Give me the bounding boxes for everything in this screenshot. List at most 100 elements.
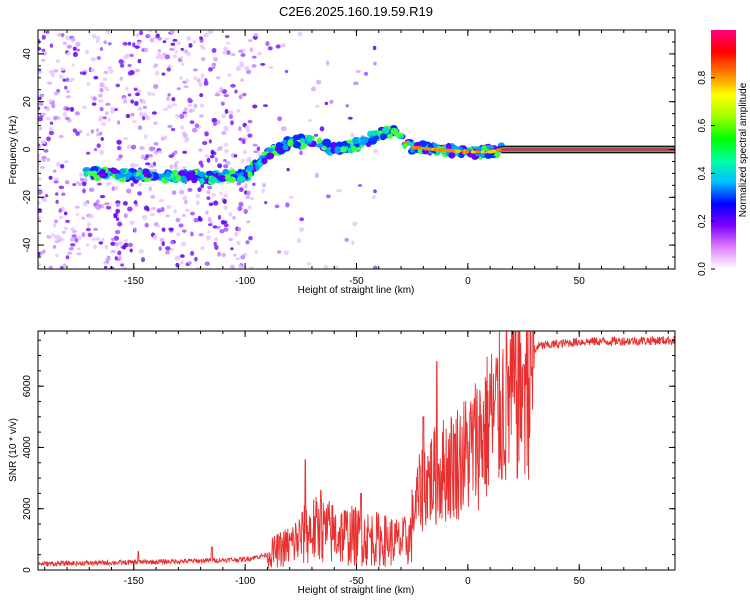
spectrogram-noise-point <box>178 223 184 228</box>
spectrogram-noise-point <box>60 33 65 38</box>
spectrogram-noise-point <box>119 63 125 68</box>
spectrogram-noise-point <box>207 216 212 223</box>
spectrogram-noise-point <box>63 226 69 231</box>
spectrogram-noise-point <box>143 47 149 53</box>
spectrogram-noise-point <box>286 167 290 172</box>
snr-y-ticks: 0 2000 4000 6000 <box>22 339 675 573</box>
spectrogram-noise-point <box>223 94 230 98</box>
spectrogram-noise-point <box>161 72 166 76</box>
spectrogram-noise-point <box>186 36 192 41</box>
spectrogram-trace-point <box>229 169 236 175</box>
spectrogram-noise-point <box>111 186 115 192</box>
spectrogram-noise-point <box>62 112 68 117</box>
spectrogram-noise-point <box>246 220 251 224</box>
spectrogram-noise-point <box>41 155 47 160</box>
spectrogram-noise-point <box>172 38 178 42</box>
spectrogram-noise-point <box>277 116 282 122</box>
snr-x-tick-label: -50 <box>349 576 364 587</box>
spectrogram-noise-point <box>194 123 200 128</box>
spectrogram-noise-point <box>217 163 223 169</box>
spectrogram-noise-point <box>91 237 96 241</box>
spectrogram-noise-point <box>246 156 252 163</box>
spectrogram-noise-point <box>265 41 270 47</box>
spectrogram-trace-point <box>109 167 117 174</box>
spectrogram-noise-point <box>113 212 118 218</box>
spectrogram-noise-point <box>74 111 80 116</box>
spectrogram-noise-point <box>90 129 95 134</box>
spectrogram-noise-point <box>130 112 135 117</box>
spectrogram-noise-point <box>200 56 206 62</box>
snr-y-label: SNR (10 * v/v) <box>8 418 19 482</box>
spectrogram-noise-point <box>74 205 80 209</box>
spectrogram-noise-point <box>182 133 188 138</box>
spectrogram-noise-point <box>145 116 151 121</box>
spectrogram-noise-point <box>98 115 104 121</box>
spectrogram-noise-point <box>306 262 312 266</box>
spectrogram-noise-point <box>57 116 61 121</box>
spectrogram-noise-point <box>81 216 86 220</box>
spectrogram-noise-point <box>54 234 60 240</box>
spectrogram-noise-point <box>246 190 251 196</box>
spectrogram-noise-point <box>200 73 205 79</box>
spectrogram-panel: -150 -100 -50 0 50 -40 -20 0 20 40 Height of str… <box>8 29 676 296</box>
spectrogram-noise-point <box>336 189 342 193</box>
spectrogram-noise-point <box>268 66 274 69</box>
spectrogram-noise-point <box>288 195 294 199</box>
spectrogram-noise-point <box>46 81 53 85</box>
spectrogram-noise-point <box>191 108 196 112</box>
spectrogram-noise-point <box>165 246 171 251</box>
spectrogram-noise-point <box>238 187 244 192</box>
spectrogram-noise-point <box>169 241 175 245</box>
spectrogram-noise-point <box>171 97 176 102</box>
spectrogram-noise-point <box>233 154 238 158</box>
spectrogram-noise-point <box>140 154 146 160</box>
spectrogram-noise-point <box>174 50 178 54</box>
spectrogram-trace-point <box>178 170 187 177</box>
spectrogram-noise-point <box>115 208 121 214</box>
spectrogram-noise-point <box>373 189 377 194</box>
spectrogram-noise-point <box>197 215 202 221</box>
spectrogram-noise-point <box>72 51 78 57</box>
spectrogram-trace-point <box>432 143 439 148</box>
spectrogram-noise-point <box>54 219 58 224</box>
spectrogram-trace-point <box>248 164 254 172</box>
spectrogram-noise-point <box>87 232 93 238</box>
spectrogram-noise-point <box>230 83 236 88</box>
spectrogram-noise-point <box>192 68 198 72</box>
spectrogram-noise-point <box>75 131 80 136</box>
spectrogram-noise-point <box>53 180 59 184</box>
spectrogram-noise-point <box>139 98 144 103</box>
spectrogram-noise-point <box>70 77 76 81</box>
spectrogram-noise-point <box>207 30 214 35</box>
spectrogram-noise-point <box>58 74 64 79</box>
spectrogram-noise-point <box>130 182 134 187</box>
spectrogram-noise-point <box>118 255 122 261</box>
spectrogram-trace-point <box>119 168 127 174</box>
spectrogram-trace-point <box>480 145 488 152</box>
spectrogram-noise-point <box>228 114 234 119</box>
spectrogram-noise-point <box>181 241 187 247</box>
spectrogram-noise-point <box>207 230 211 234</box>
spectrogram-noise-point <box>162 52 167 56</box>
spectrogram-noise-point <box>153 63 159 67</box>
spectrogram-noise-point <box>61 192 66 196</box>
spectrogram-noise-point <box>38 154 41 158</box>
spectrogram-noise-point <box>69 237 75 242</box>
spectrogram-trace-point <box>175 175 182 183</box>
spectrogram-noise-point <box>193 103 198 109</box>
spectrogram-trace-point <box>352 136 359 145</box>
spectrogram-noise-point <box>236 109 241 113</box>
snr-y-tick-label: 4000 <box>22 436 33 459</box>
spectrogram-noise-point <box>226 41 230 45</box>
spectrogram-hot-point <box>471 150 476 154</box>
spectrogram-noise-point <box>99 88 104 93</box>
spectrogram-noise-point <box>68 247 74 251</box>
spectrogram-noise-point <box>347 116 353 120</box>
spectrogram-trace-point <box>126 171 133 178</box>
spectrogram-trace-point <box>306 134 313 143</box>
spectrogram-noise-point <box>221 252 227 258</box>
spectrogram-noise-point <box>65 35 71 41</box>
spectrogram-noise-point <box>154 70 160 76</box>
spectrogram-trace-point <box>99 172 109 179</box>
spectrogram-noise-point <box>216 76 221 80</box>
